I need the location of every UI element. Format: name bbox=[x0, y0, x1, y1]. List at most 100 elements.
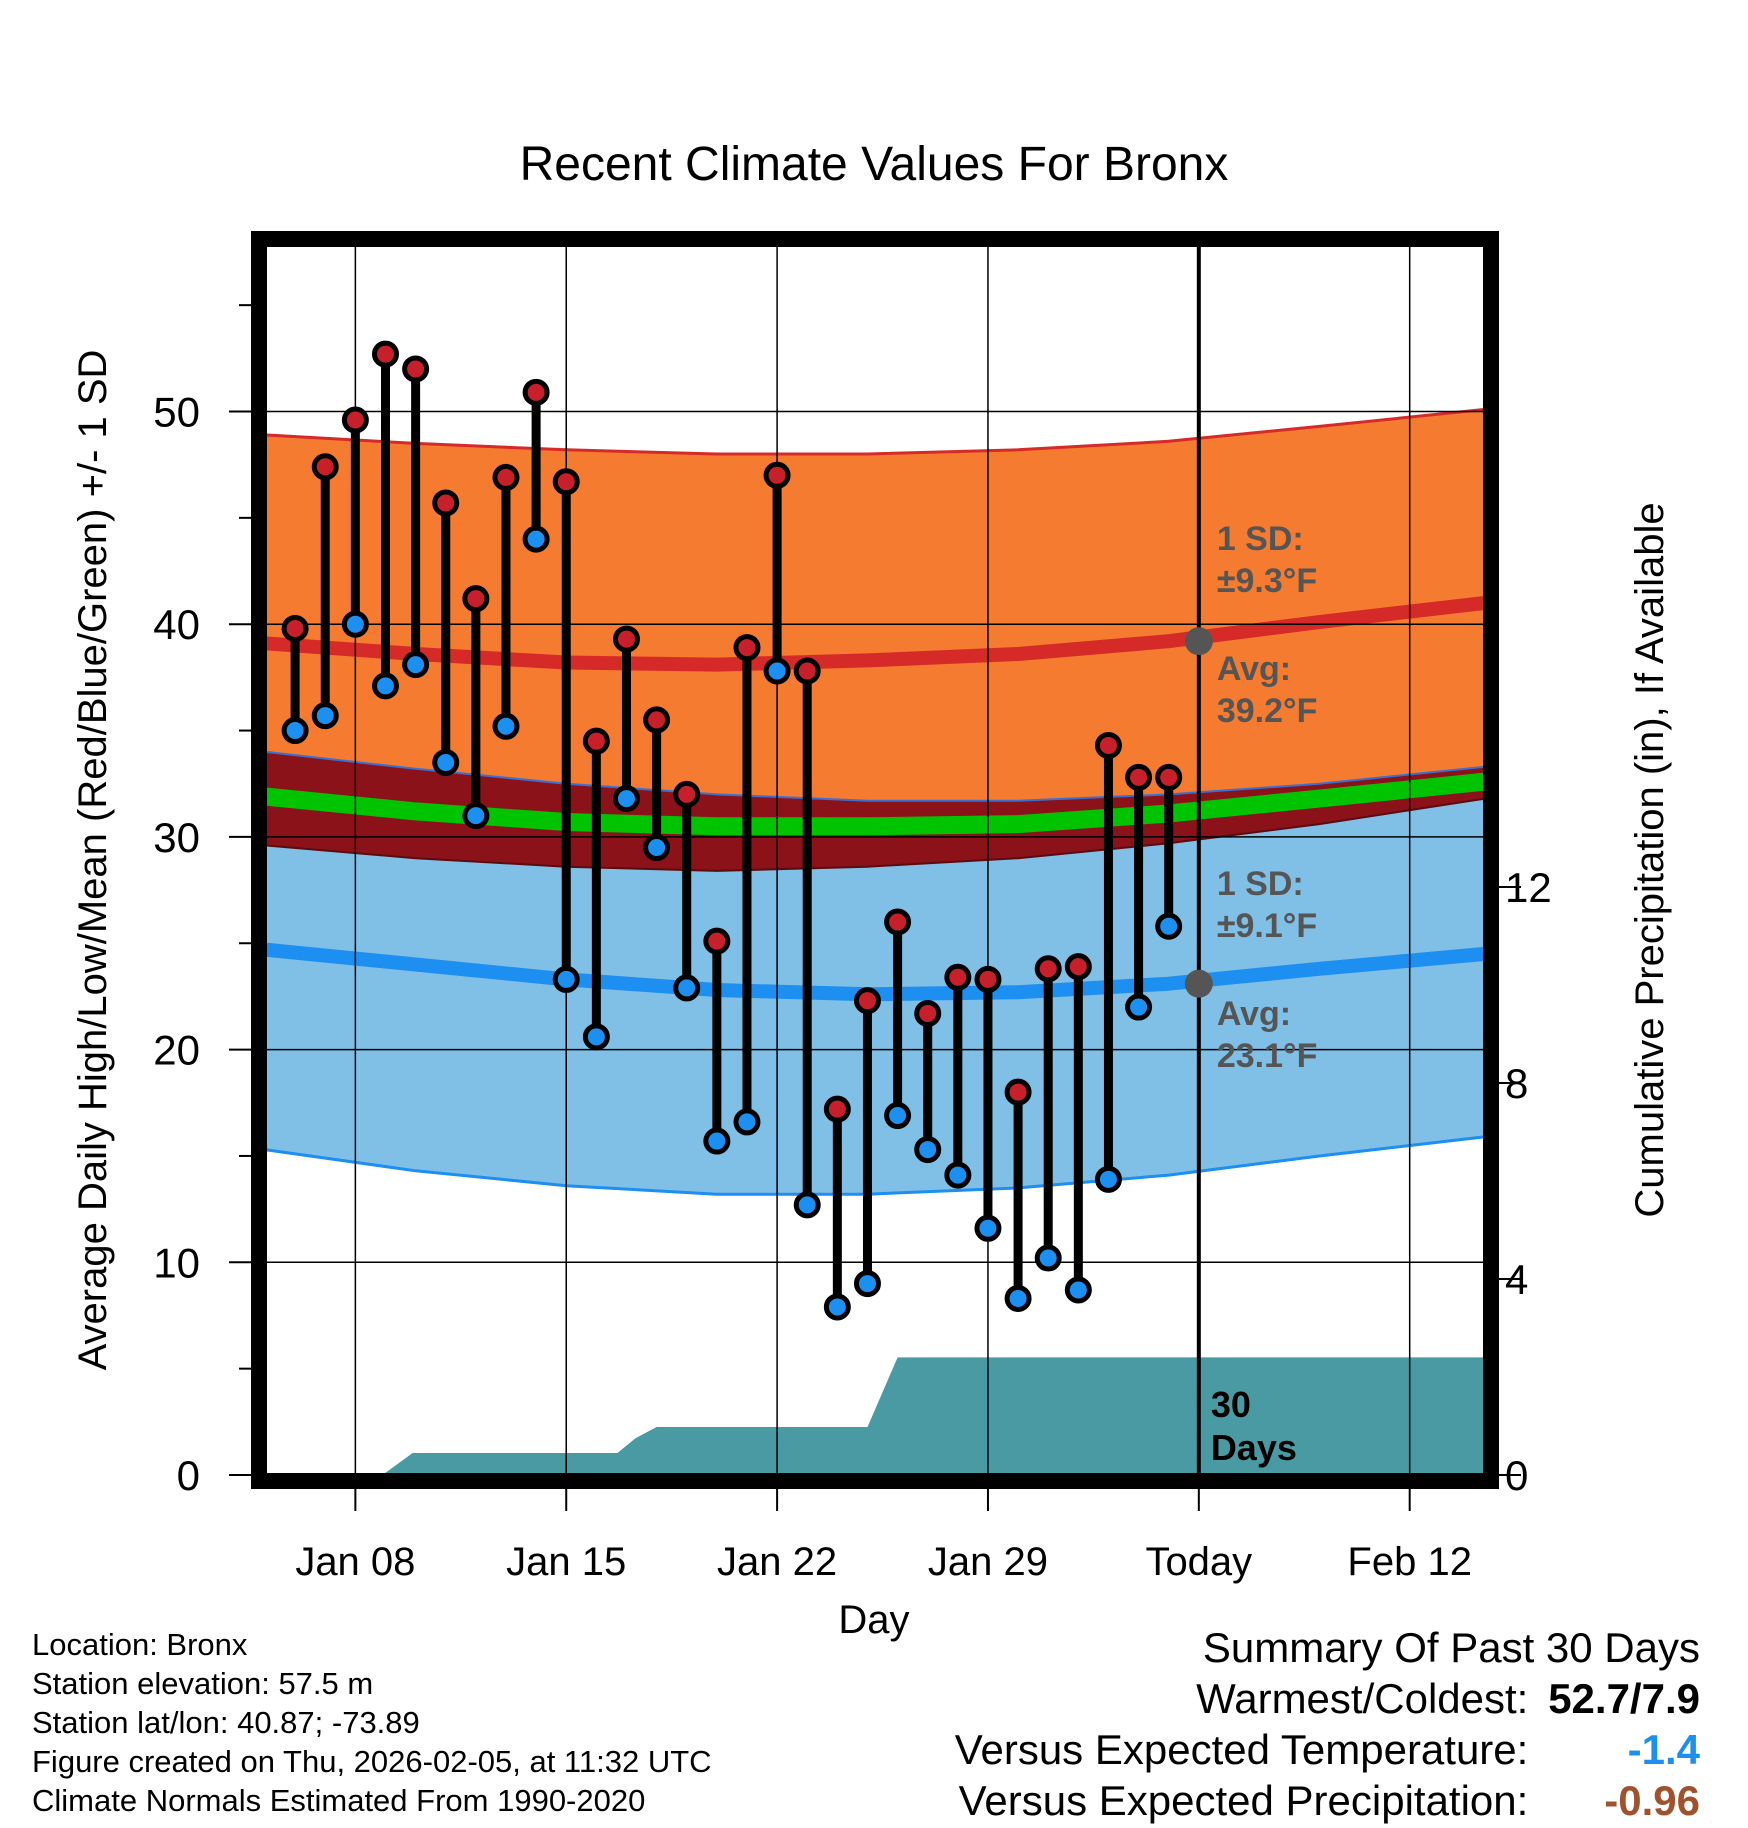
x-tick-label: Jan 22 bbox=[717, 1540, 837, 1584]
y2-tick-label: 12 bbox=[1505, 864, 1552, 911]
x-tick-label: Jan 29 bbox=[928, 1540, 1048, 1584]
days-word-label: Days bbox=[1211, 1427, 1297, 1468]
daily-low-point bbox=[793, 1191, 821, 1219]
low-upper-line bbox=[264, 797, 1486, 872]
daily-high-point bbox=[914, 999, 942, 1027]
chart-title: Recent Climate Values For Bronx bbox=[520, 138, 1229, 191]
daily-high-point bbox=[281, 614, 309, 642]
daily-high-point bbox=[522, 378, 550, 406]
daily-high-point bbox=[944, 963, 972, 991]
warm-cold-value: 52.7/7.9 bbox=[1548, 1675, 1700, 1722]
daily-high-point bbox=[643, 706, 671, 734]
daily-high-point bbox=[703, 927, 731, 955]
y-tick-label: 30 bbox=[153, 814, 200, 861]
daily-high-point bbox=[1094, 731, 1122, 759]
daily-high-point bbox=[1004, 1078, 1032, 1106]
x-tick-label: Today bbox=[1145, 1540, 1252, 1584]
daily-high-point bbox=[793, 657, 821, 685]
daily-high-point bbox=[1125, 763, 1153, 791]
precip-value: -0.96 bbox=[1604, 1777, 1700, 1824]
daily-low-point bbox=[402, 651, 430, 679]
x-tick-label: Jan 08 bbox=[295, 1540, 415, 1584]
summary-temp: Versus Expected Temperature: -1.4 bbox=[955, 1724, 1700, 1775]
daily-high-point bbox=[311, 453, 339, 481]
low-sd-value: ±9.1°F bbox=[1217, 907, 1317, 945]
precipitation-area bbox=[265, 1357, 1485, 1475]
y-tick-label: 10 bbox=[153, 1239, 200, 1286]
daily-high-point bbox=[1155, 763, 1183, 791]
daily-low-point bbox=[492, 712, 520, 740]
x-tick-label: Jan 15 bbox=[506, 1540, 626, 1584]
high-avg-value: 39.2°F bbox=[1217, 692, 1318, 730]
daily-high-point bbox=[371, 340, 399, 368]
daily-low-point bbox=[703, 1127, 731, 1155]
daily-low-point bbox=[823, 1293, 851, 1321]
summary-title: Summary Of Past 30 Days bbox=[1202, 1624, 1700, 1671]
daily-low-point bbox=[673, 974, 701, 1002]
daily-low-point bbox=[281, 717, 309, 745]
low-avg-value: 23.1°F bbox=[1217, 1037, 1318, 1075]
daily-bars bbox=[281, 340, 1213, 1321]
daily-high-point bbox=[552, 468, 580, 496]
daily-low-point bbox=[853, 1270, 881, 1298]
chart-text: Recent Climate Values For Bronx Day Averag… bbox=[71, 138, 1672, 1642]
daily-low-point bbox=[1034, 1244, 1062, 1272]
daily-high-point bbox=[1034, 955, 1062, 983]
today-high-average-dot bbox=[1184, 627, 1213, 656]
summary-panel: Summary Of Past 30 Days Warmest/Coldest:… bbox=[955, 1622, 1700, 1826]
y2-tick-label: 8 bbox=[1505, 1060, 1528, 1107]
axis-ticks bbox=[229, 304, 1521, 1511]
daily-high-point bbox=[341, 406, 369, 434]
daily-high-point bbox=[492, 463, 520, 491]
daily-low-point bbox=[733, 1108, 761, 1136]
daily-high-point bbox=[823, 1095, 851, 1123]
daily-low-point bbox=[1155, 912, 1183, 940]
daily-high-point bbox=[974, 965, 1002, 993]
temp-value: -1.4 bbox=[1627, 1726, 1700, 1773]
y-tick-label: 0 bbox=[177, 1452, 200, 1499]
high-average-line bbox=[264, 595, 1486, 672]
precip-label: Versus Expected Precipitation: bbox=[958, 1777, 1529, 1824]
warm-cold-label: Warmest/Coldest: bbox=[1196, 1675, 1529, 1722]
daily-high-point bbox=[763, 461, 791, 489]
latlon-text: Station lat/lon: 40.87; -73.89 bbox=[32, 1705, 420, 1740]
daily-high-point bbox=[673, 780, 701, 808]
daily-high-point bbox=[733, 634, 761, 662]
y2-tick-label: 0 bbox=[1505, 1452, 1528, 1499]
daily-low-point bbox=[371, 672, 399, 700]
daily-low-point bbox=[1004, 1284, 1032, 1312]
low-avg-label: Avg: bbox=[1217, 995, 1291, 1033]
daily-low-point bbox=[612, 785, 640, 813]
daily-low-point bbox=[643, 834, 671, 862]
daily-low-point bbox=[1125, 993, 1153, 1021]
high-lower-line bbox=[264, 750, 1486, 802]
daily-high-point bbox=[402, 355, 430, 383]
daily-low-point bbox=[974, 1214, 1002, 1242]
daily-low-point bbox=[311, 702, 339, 730]
high-upper-line bbox=[264, 407, 1486, 456]
normals-text: Climate Normals Estimated From 1990-2020 bbox=[32, 1783, 646, 1818]
x-axis-title: Day bbox=[838, 1598, 909, 1642]
daily-low-point bbox=[944, 1161, 972, 1189]
y-axis-title: Average Daily High/Low/Mean (Red/Blue/Gr… bbox=[71, 350, 115, 1371]
daily-high-point bbox=[1064, 953, 1092, 981]
high-sd-label: 1 SD: bbox=[1217, 520, 1304, 558]
location-text: Location: Bronx bbox=[32, 1627, 248, 1662]
days-count-label: 30 bbox=[1211, 1384, 1251, 1425]
x-tick-label: Feb 12 bbox=[1347, 1540, 1472, 1584]
today-low-average-dot bbox=[1184, 969, 1213, 998]
created-text: Figure created on Thu, 2026-02-05, at 11… bbox=[32, 1744, 712, 1779]
plot-frame bbox=[251, 231, 1499, 1489]
daily-low-point bbox=[462, 802, 490, 830]
daily-high-point bbox=[432, 489, 460, 517]
temp-label: Versus Expected Temperature: bbox=[954, 1726, 1529, 1773]
daily-low-point bbox=[763, 657, 791, 685]
daily-low-point bbox=[522, 525, 550, 553]
high-sd-value: ±9.3°F bbox=[1217, 562, 1317, 600]
daily-low-point bbox=[432, 748, 460, 776]
daily-high-point bbox=[853, 987, 881, 1015]
daily-low-point bbox=[1064, 1276, 1092, 1304]
summary-warm-cold: Warmest/Coldest: 52.7/7.9 bbox=[955, 1673, 1700, 1724]
y2-axis-title: Cumulative Precipitation (in), If Availa… bbox=[1628, 502, 1672, 1217]
